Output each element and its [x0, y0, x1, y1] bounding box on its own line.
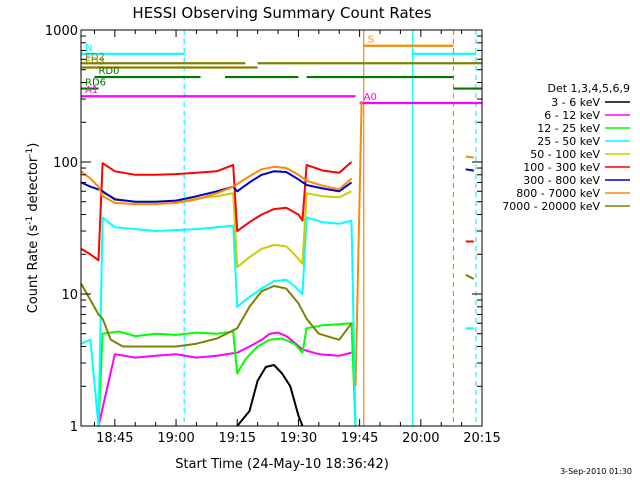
series-fragment-1: [465, 168, 474, 172]
legend-label-50-100-kev: 50 - 100 keV: [530, 148, 600, 161]
flag-label-fd3: FD3: [85, 56, 105, 67]
flag-label-a0: A0: [364, 92, 377, 103]
x-tick-label-18-45: 18:45: [96, 431, 133, 446]
y-tick-label-1000: 1000: [45, 24, 78, 39]
x-axis-label: Start Time (24-May-10 18:36:42): [175, 457, 389, 472]
x-tick-label-19-00: 19:00: [157, 431, 194, 446]
series-line-25-50-kev: [80, 216, 357, 427]
x-ticks: 18:45 19:00 19:15 19:30 19:45 20:00 20:15: [93, 30, 501, 446]
y-tick-label-1: 1: [70, 420, 78, 435]
series-fragment-0: [465, 155, 474, 159]
x-tick-label-19-30: 19:30: [280, 431, 317, 446]
y-ticks: 1 10 100 1000: [45, 24, 482, 435]
series-layer: [80, 100, 475, 427]
series-line-7000-20000-kev: [80, 283, 353, 348]
legend-label-3-6-kev: 3 - 6 keV: [551, 96, 600, 109]
legend-title: Det 1,3,4,5,6,9: [547, 82, 630, 95]
y-axis-label-main: Count Rate (s: [26, 225, 41, 314]
x-tick-label-20-00: 20:00: [402, 431, 439, 446]
series-line-100-300-kev: [80, 161, 353, 262]
chart-title: HESSI Observing Summary Count Rates: [132, 4, 431, 22]
y-axis-label-sup-2: -1: [25, 148, 35, 157]
legend-label-100-300-kev: 100 - 300 keV: [523, 161, 600, 174]
y-tick-label-100: 100: [53, 156, 78, 171]
series-line-6-12-kev: [97, 331, 352, 427]
y-axis-label-mid: detector: [26, 156, 41, 216]
legend-label-12-25-kev: 12 - 25 keV: [537, 122, 600, 135]
flag-label-s: S: [368, 35, 374, 46]
steep-rise-line: [354, 100, 363, 387]
legend-label-25-50-kev: 25 - 50 keV: [537, 135, 600, 148]
plot-frame: [80, 29, 483, 427]
y-tick-label-10: 10: [61, 288, 78, 303]
series-line-3-6-kev: [236, 364, 304, 427]
flag-label-fd2: FD2: [85, 52, 105, 63]
flag-label-a1: A1: [85, 85, 98, 96]
legend-label-7000-20000-kev: 7000 - 20000 keV: [502, 200, 600, 213]
legend-label-6-12-kev: 6 - 12 keV: [544, 109, 600, 122]
vertical-lines: [183, 30, 477, 426]
series-fragment-3: [465, 273, 475, 280]
y-axis-label-sup: -1: [25, 216, 35, 225]
y-axis-label-end: ): [26, 143, 41, 148]
x-tick-label-20-15: 20:15: [463, 431, 500, 446]
x-tick-label-19-45: 19:45: [341, 431, 378, 446]
legend-label-800-7000-kev: 800 - 7000 keV: [516, 187, 600, 200]
flag-label-rd6: RD6: [85, 78, 106, 89]
x-tick-label-19-15: 19:15: [219, 431, 256, 446]
y-axis-label: Count Rate (s-1 detector-1): [25, 143, 41, 314]
series-line-800-7000-kev: [80, 165, 353, 206]
flag-label-rd0: RD0: [98, 66, 119, 77]
timestamp: 3-Sep-2010 01:30: [560, 467, 632, 476]
series-line-12-25-kev: [97, 322, 357, 427]
flag-label-n: N: [85, 43, 92, 54]
legend-label-300-800-kev: 300 - 800 keV: [523, 174, 600, 187]
